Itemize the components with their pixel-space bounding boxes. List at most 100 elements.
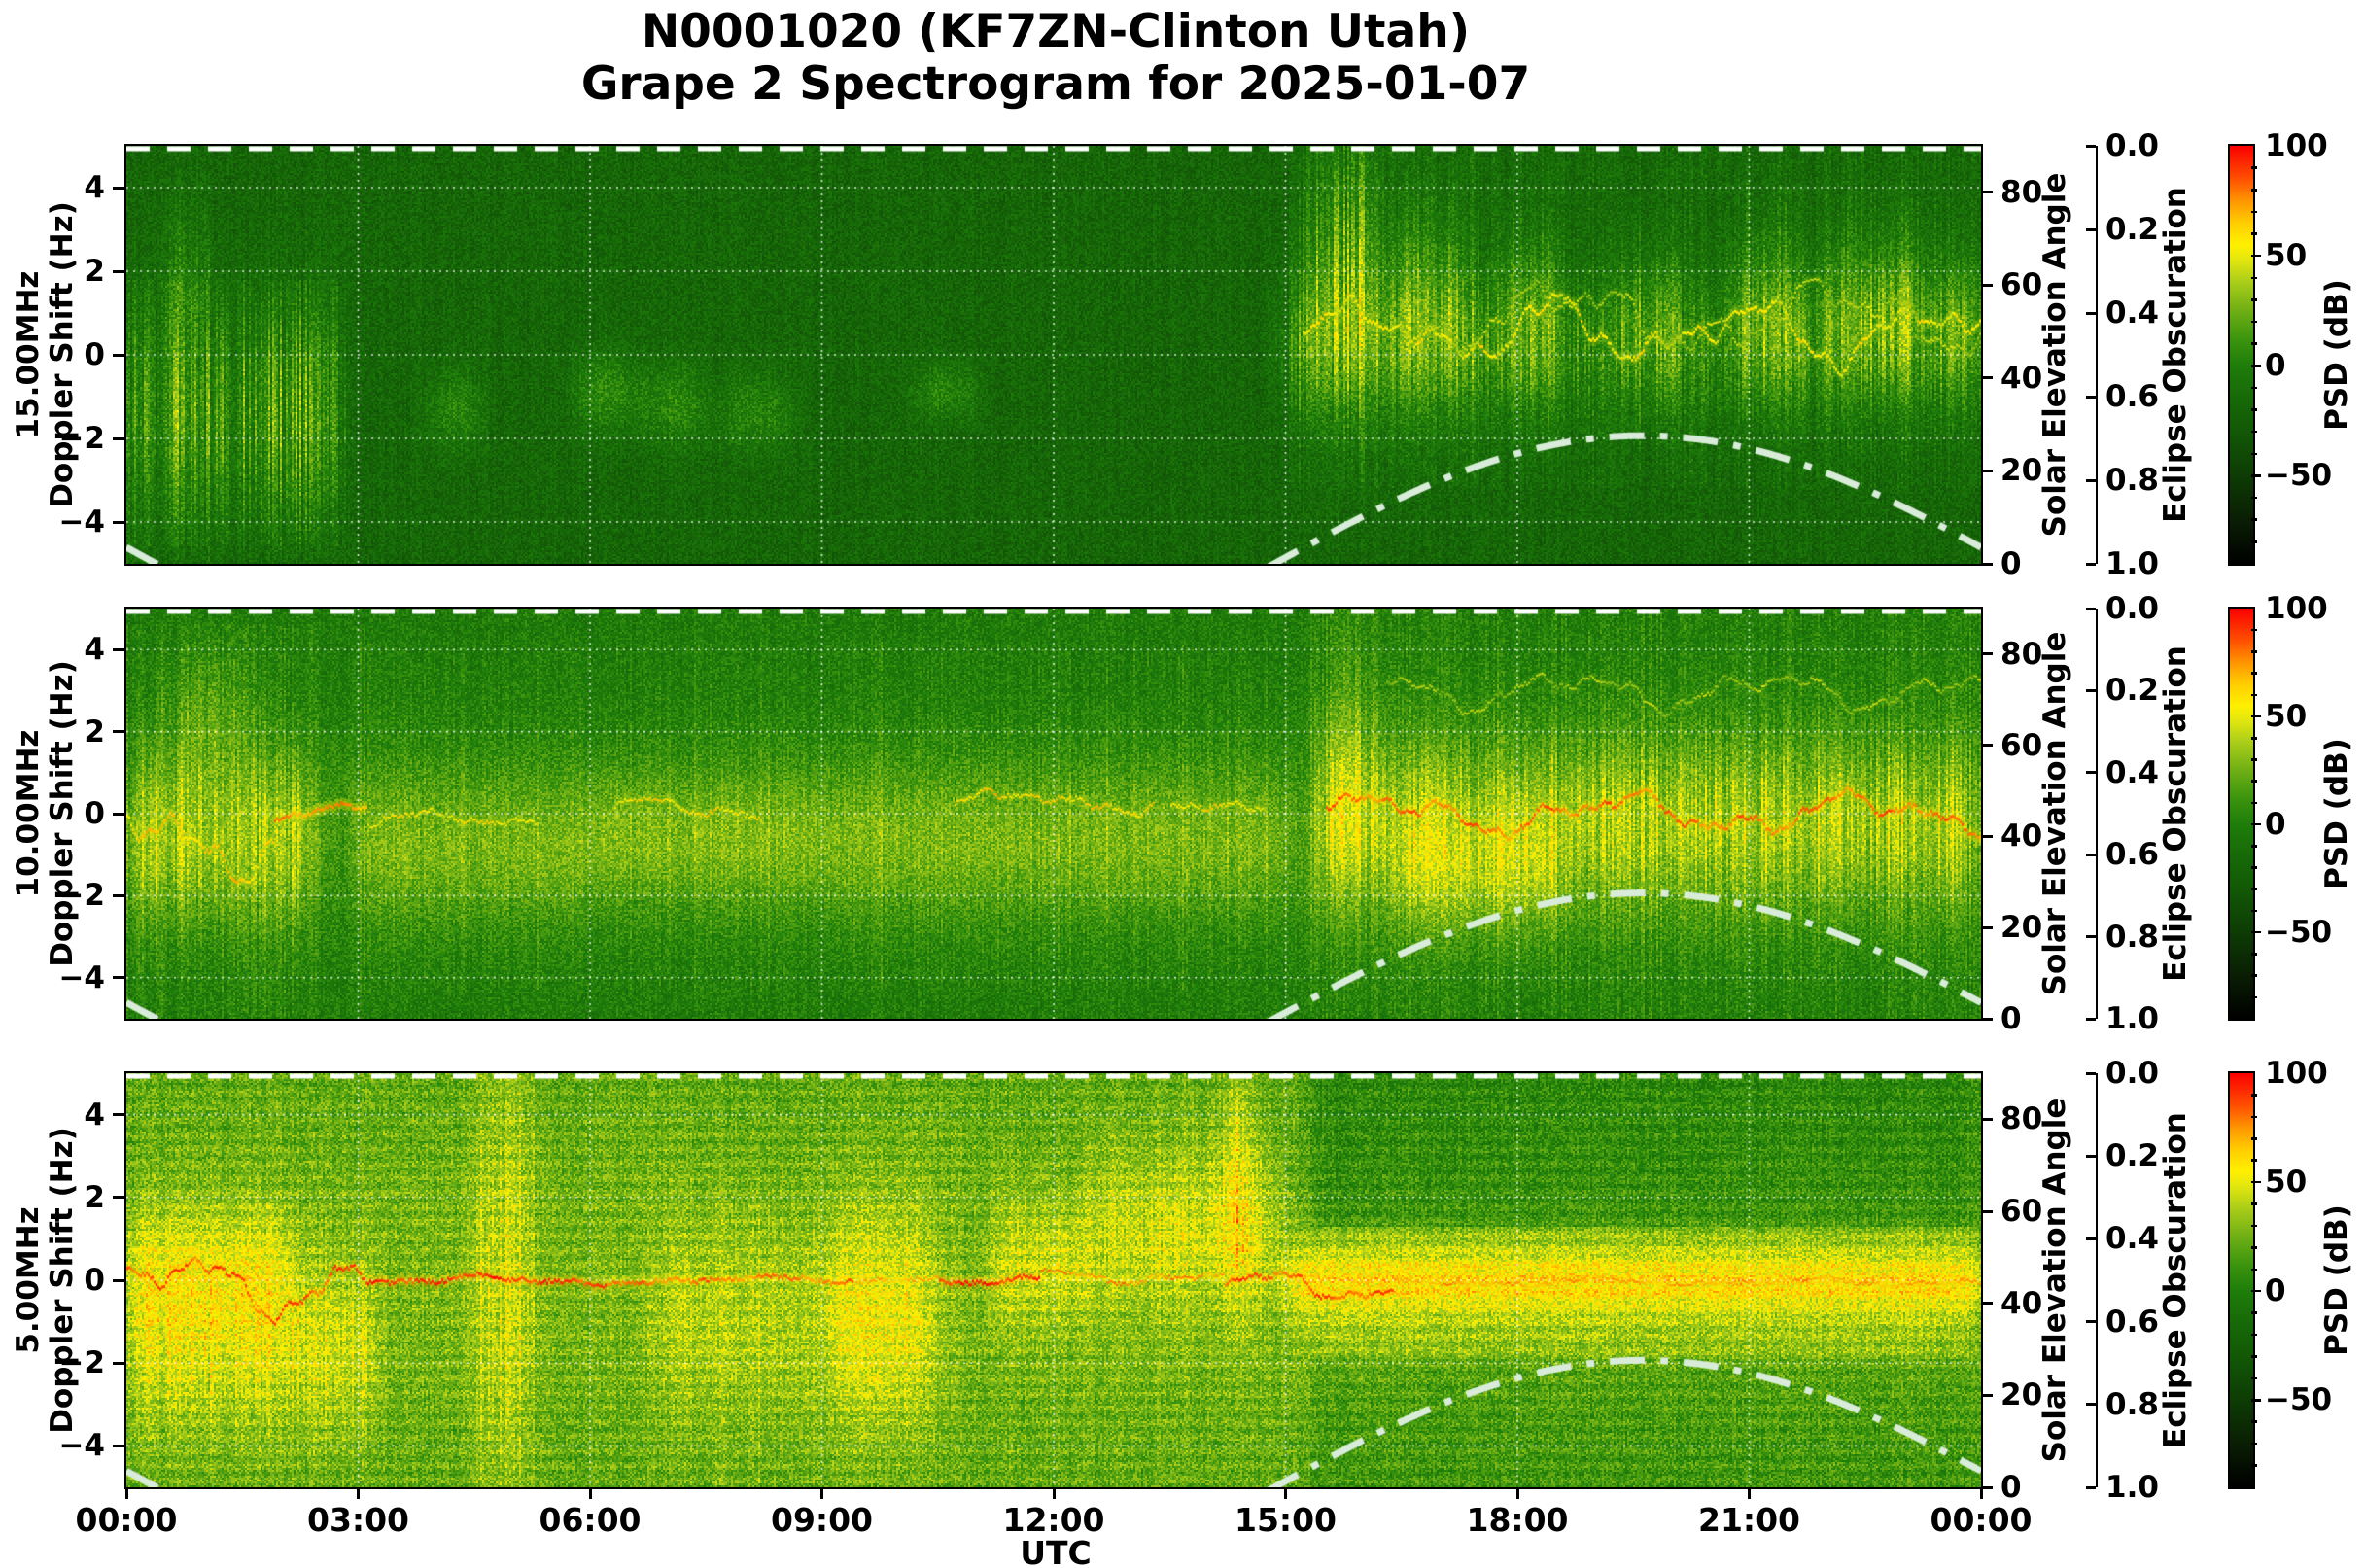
solar-elevation-tick-mark xyxy=(1981,191,1993,194)
doppler-axis-label: 15.00MHz Doppler Shift (Hz) xyxy=(11,146,80,564)
doppler-tick-label: 4 xyxy=(84,632,105,668)
chart-title: N0001020 (KF7ZN-Clinton Utah) xyxy=(641,5,1471,58)
colorbar-tick-label: 50 xyxy=(2265,1165,2308,1201)
doppler-tick-mark xyxy=(113,893,124,897)
psd-colorbar xyxy=(2228,144,2255,566)
colorbar-tick-mark xyxy=(2251,1442,2257,1446)
utc-tick-mark xyxy=(1979,1487,1983,1499)
solar-elevation-axis-label: Solar Elevation Angle xyxy=(2037,631,2072,996)
eclipse-axis-line xyxy=(2096,609,2098,1019)
eclipse-tick-mark xyxy=(2086,478,2096,482)
panel-10mhz: 10.00MHz Doppler Shift (Hz) Solar Elevat… xyxy=(11,591,2354,1036)
doppler-tick-mark xyxy=(113,186,124,190)
solar-elevation-tick-mark xyxy=(1981,376,1993,380)
colorbar-tick-mark xyxy=(2251,1268,2257,1272)
solar-elevation-tick-mark xyxy=(1981,562,1993,566)
colorbar-tick-mark xyxy=(2251,1289,2261,1293)
doppler-tick-mark xyxy=(113,436,124,440)
solar-elevation-tick-label: 0 xyxy=(2000,1470,2022,1505)
eclipse-tick-mark xyxy=(2086,1403,2096,1407)
solar-elevation-tick-mark xyxy=(1981,652,1993,656)
eclipse-obscuration-axis-label: Eclipse Obscuration xyxy=(2158,645,2193,982)
utc-tick-label: 06:00 xyxy=(539,1501,642,1539)
colorbar-tick-mark xyxy=(2251,1202,2257,1205)
doppler-tick-label: 4 xyxy=(84,1097,105,1132)
colorbar-tick-mark xyxy=(2251,320,2257,324)
solar-elevation-tick-label: 80 xyxy=(2000,174,2043,210)
utc-tick-mark xyxy=(820,1487,823,1499)
colorbar-tick-mark xyxy=(2251,1094,2257,1097)
solar-elevation-tick-label: 20 xyxy=(2000,453,2043,489)
solar-elevation-tick-label: 20 xyxy=(2000,910,2043,946)
eclipse-tick-mark xyxy=(2086,688,2096,692)
colorbar-tick-mark xyxy=(2251,995,2257,999)
colorbar-tick-label: −50 xyxy=(2265,458,2333,494)
eclipse-tick-mark xyxy=(2086,144,2096,148)
solar-elevation-tick-label: 40 xyxy=(2000,360,2043,396)
eclipse-tick-mark xyxy=(2086,395,2096,399)
solar-elevation-tick-mark xyxy=(1981,1302,1993,1306)
colorbar-tick-mark xyxy=(2251,166,2257,169)
solar-elevation-tick-label: 0 xyxy=(2000,1001,2022,1036)
psd-colorbar-label: PSD (dB) xyxy=(2319,1204,2354,1356)
colorbar-tick-mark xyxy=(2251,540,2257,543)
colorbar-tick-mark xyxy=(2251,342,2257,345)
eclipse-tick-mark xyxy=(2086,607,2096,610)
solar-elevation-tick-mark xyxy=(1981,1017,1993,1021)
utc-tick-mark xyxy=(124,1487,128,1499)
solar-elevation-tick-mark xyxy=(1981,1117,1993,1121)
colorbar-tick-mark xyxy=(2251,1420,2257,1423)
colorbar-tick-mark xyxy=(2251,408,2257,411)
colorbar-tick-label: 0 xyxy=(2265,348,2286,384)
colorbar-tick-mark xyxy=(2251,1246,2257,1249)
colorbar-tick-mark xyxy=(2251,888,2257,890)
psd-colorbar-label: PSD (dB) xyxy=(2319,738,2354,889)
utc-tick-mark xyxy=(1515,1487,1519,1499)
colorbar-tick-mark xyxy=(2251,386,2257,390)
colorbar-tick-mark xyxy=(2251,672,2257,675)
colorbar-tick-mark xyxy=(2251,430,2257,434)
eclipse-tick-label: 1.0 xyxy=(2105,1470,2159,1505)
doppler-tick-label: 0 xyxy=(84,796,105,831)
doppler-tick-label: −4 xyxy=(58,959,105,995)
eclipse-tick-mark xyxy=(2086,1017,2096,1021)
colorbar-tick-mark xyxy=(2251,1464,2257,1467)
solar-elevation-tick-label: 60 xyxy=(2000,1194,2043,1229)
solar-elevation-tick-label: 80 xyxy=(2000,1101,2043,1137)
eclipse-tick-label: 0.4 xyxy=(2105,1221,2159,1257)
colorbar-tick-mark xyxy=(2251,801,2257,805)
colorbar-tick-mark xyxy=(2251,737,2257,740)
doppler-axis-quantity: Doppler Shift (Hz) xyxy=(44,201,80,508)
eclipse-tick-label: 1.0 xyxy=(2105,546,2159,581)
colorbar-tick-label: −50 xyxy=(2265,1382,2333,1418)
eclipse-axis-line xyxy=(2096,146,2098,564)
doppler-tick-mark xyxy=(113,1113,124,1117)
eclipse-tick-mark xyxy=(2086,227,2096,231)
colorbar-tick-mark xyxy=(2251,1224,2257,1228)
colorbar-tick-label: 100 xyxy=(2265,591,2328,626)
colorbar-tick-mark xyxy=(2251,845,2257,848)
colorbar-tick-mark xyxy=(2251,1180,2261,1184)
utc-tick-label: 21:00 xyxy=(1697,1501,1801,1539)
eclipse-tick-label: 0.8 xyxy=(2105,463,2159,498)
doppler-tick-label: 0 xyxy=(84,1263,105,1298)
utc-tick-label: 15:00 xyxy=(1234,1501,1338,1539)
colorbar-tick-mark xyxy=(2251,298,2257,301)
colorbar-tick-mark xyxy=(2251,1115,2257,1119)
chart-subtitle: Grape 2 Spectrogram for 2025-01-07 xyxy=(580,56,1531,111)
solar-elevation-tick-mark xyxy=(1981,925,1993,929)
eclipse-tick-mark xyxy=(2086,1485,2096,1489)
solar-elevation-tick-mark xyxy=(1981,469,1993,472)
colorbar-tick-mark xyxy=(2251,496,2257,500)
eclipse-tick-label: 0.8 xyxy=(2105,919,2159,955)
eclipse-obscuration-axis-label: Eclipse Obscuration xyxy=(2158,187,2193,523)
panel-15mhz: 15.00MHz Doppler Shift (Hz) Solar Elevat… xyxy=(11,128,2354,581)
colorbar-tick-mark xyxy=(2251,1376,2257,1380)
colorbar-tick-mark xyxy=(2251,254,2261,258)
colorbar-tick-mark xyxy=(2251,930,2261,934)
doppler-tick-mark xyxy=(113,1278,124,1282)
doppler-axis-label: 10.00MHz Doppler Shift (Hz) xyxy=(11,609,80,1019)
solar-elevation-tick-mark xyxy=(1981,1393,1993,1397)
colorbar-tick-mark xyxy=(2251,1311,2257,1314)
solar-elevation-axis-label: Solar Elevation Angle xyxy=(2037,1098,2072,1463)
